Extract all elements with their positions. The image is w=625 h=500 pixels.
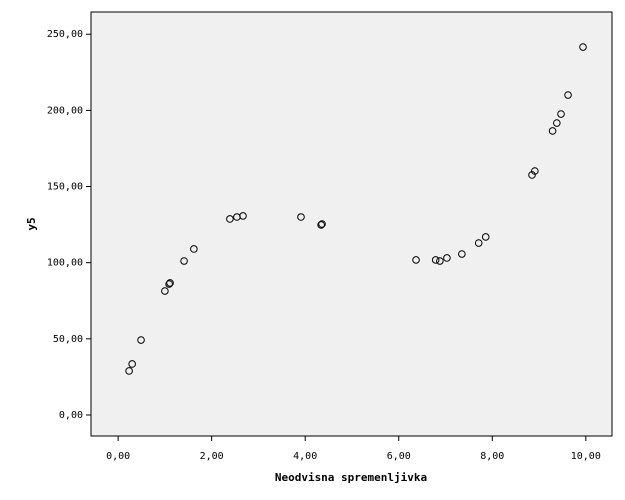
y-tick-label: 250,00 xyxy=(47,29,83,40)
point xyxy=(297,213,305,221)
point xyxy=(412,256,420,264)
x-tick-label: 2,00 xyxy=(200,451,224,462)
plot-area xyxy=(90,11,613,437)
y-tick-label: 200,00 xyxy=(47,105,83,116)
x-tick-label: 6,00 xyxy=(387,451,411,462)
point xyxy=(125,367,133,375)
point xyxy=(190,245,198,253)
point xyxy=(166,279,174,287)
point xyxy=(579,43,587,51)
point xyxy=(137,336,145,344)
x-tick-label: 0,00 xyxy=(106,451,130,462)
y-tick-label: 50,00 xyxy=(53,334,83,345)
point xyxy=(436,257,444,265)
point xyxy=(431,256,440,264)
point xyxy=(161,287,169,295)
point xyxy=(557,110,565,118)
x-tick-label: 4,00 xyxy=(293,451,317,462)
point xyxy=(128,360,136,368)
x-axis-title: Neodvisna spremenljivka xyxy=(275,471,427,484)
y-axis-title: y5 xyxy=(25,217,38,230)
point xyxy=(553,119,561,127)
point xyxy=(180,257,188,265)
point xyxy=(443,254,451,262)
point xyxy=(318,220,326,228)
y-tick-label: 100,00 xyxy=(47,258,83,269)
point xyxy=(531,167,539,175)
point xyxy=(548,127,557,135)
y-tick-label: 150,00 xyxy=(47,182,83,193)
point xyxy=(458,250,466,258)
point xyxy=(564,91,572,99)
point xyxy=(239,212,247,220)
x-tick-label: 8,00 xyxy=(480,451,504,462)
point xyxy=(226,215,234,223)
point xyxy=(481,233,490,241)
point xyxy=(165,280,173,288)
x-tick-label: 10,00 xyxy=(571,451,601,462)
y-tick-label: 0,00 xyxy=(59,410,83,421)
point xyxy=(317,221,325,229)
point xyxy=(474,239,483,247)
